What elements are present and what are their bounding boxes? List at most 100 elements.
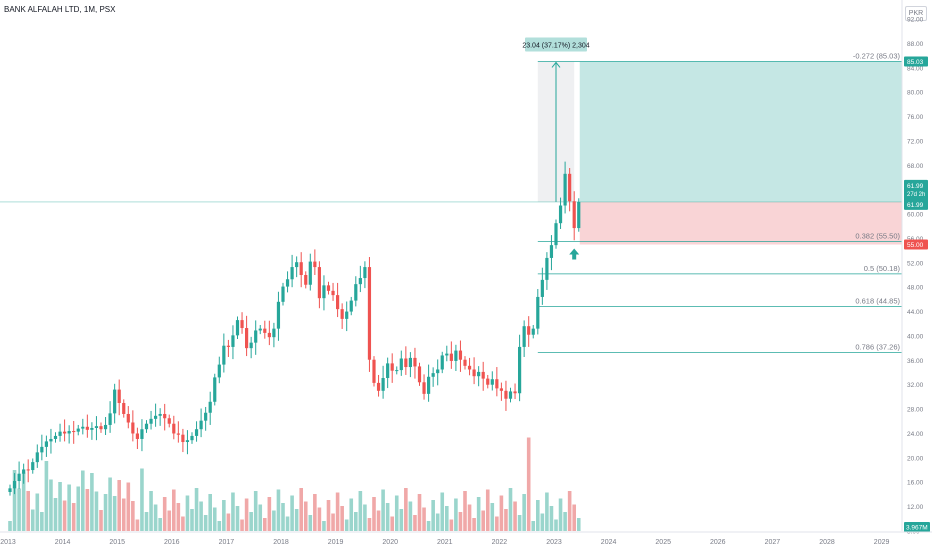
candle-body <box>317 267 321 299</box>
candle-body <box>176 433 180 435</box>
candle-body <box>31 462 35 471</box>
candle-body <box>285 279 290 287</box>
volume-bar <box>367 518 372 531</box>
time-tick-label: 2023 <box>546 539 562 546</box>
candle-body <box>122 403 126 414</box>
candle-body <box>522 326 526 347</box>
volume-bar <box>281 503 285 531</box>
price-tick-label: 36.00 <box>907 358 924 365</box>
candle-body <box>354 284 358 301</box>
candle-body <box>508 391 513 399</box>
volume-bar <box>249 512 253 531</box>
volume-bar <box>363 504 367 531</box>
candle-body <box>558 205 563 224</box>
volume-bar <box>121 498 126 531</box>
volume-bar <box>276 489 281 531</box>
candle-body <box>208 401 212 413</box>
candle-body <box>276 301 281 329</box>
candle-body <box>81 426 85 429</box>
volume-bar <box>349 498 354 531</box>
price-tick-label: 68.00 <box>907 163 924 170</box>
volume-bar <box>290 495 294 531</box>
candle-body <box>131 422 135 434</box>
volume-bar <box>12 470 17 531</box>
volume-bar <box>71 503 76 531</box>
candle-body <box>449 353 453 361</box>
candle-body <box>422 382 426 394</box>
candle-body <box>499 388 503 391</box>
price-axis-label: 85.03 <box>907 59 924 66</box>
candle-body <box>126 413 130 423</box>
volume-bar <box>263 518 267 531</box>
overlay <box>569 248 580 260</box>
price-axis-label-bg <box>904 179 928 210</box>
volume-bar <box>545 492 549 531</box>
volume-bar <box>226 513 231 531</box>
candle-body <box>154 415 158 419</box>
volume-bar <box>576 518 581 531</box>
volume-bar <box>158 518 162 531</box>
time-tick-label: 2015 <box>109 539 125 546</box>
volume-bar <box>144 512 149 531</box>
candle-body <box>427 376 431 394</box>
candle-body <box>53 435 58 439</box>
candle-body <box>190 435 194 441</box>
volume-axis-label-bg <box>904 522 930 532</box>
candle-body <box>149 418 153 424</box>
candle-body <box>408 357 412 368</box>
candle-body <box>240 320 244 329</box>
candle-body <box>390 363 394 371</box>
volume-bar <box>212 507 217 531</box>
candle-body <box>117 389 121 403</box>
volume-bar <box>385 503 390 531</box>
candle-body <box>144 423 149 430</box>
volume-bar <box>76 486 81 531</box>
volume-bar <box>331 513 335 531</box>
volume-bar <box>62 500 67 531</box>
candle-body <box>22 469 26 474</box>
candle-body <box>290 267 294 280</box>
candle-body <box>167 418 171 424</box>
price-countdown: 27d 2h <box>907 192 925 198</box>
candle-body <box>495 379 499 389</box>
candle-body <box>549 245 554 258</box>
volume-bar <box>185 495 190 531</box>
candle-body <box>67 431 71 434</box>
candle-body <box>467 365 472 370</box>
volume-bar <box>58 482 62 531</box>
candle-body <box>431 373 435 377</box>
volume-bar <box>394 495 399 531</box>
candle-body <box>417 366 422 383</box>
price-tick-label: 92.00 <box>907 17 924 24</box>
candle-body <box>322 285 326 299</box>
volume-bar <box>467 504 472 531</box>
volume-bar <box>340 506 344 531</box>
candle-body <box>331 290 335 296</box>
volume-axis-label: 3.967M <box>906 525 928 532</box>
volume-bar <box>426 521 431 531</box>
volume-bar <box>94 491 99 531</box>
time-tick-label: 2014 <box>55 539 71 546</box>
candle-body <box>108 413 112 425</box>
fib-label: 0.618 (44.85) <box>855 296 900 305</box>
volume-bar <box>449 519 454 531</box>
volume-bar <box>567 491 572 531</box>
volume-bar <box>558 498 563 531</box>
volume-bar <box>26 491 30 531</box>
volume-bar <box>135 519 140 531</box>
currency-button[interactable]: PKR <box>905 6 927 21</box>
measure-label: 23.04 (37.17%) 2,304 <box>522 42 589 49</box>
volume-bar <box>536 500 540 531</box>
candle-body <box>245 328 249 349</box>
volume-bar <box>149 491 153 531</box>
candle-body <box>249 342 253 349</box>
volume-bar <box>399 509 404 531</box>
time-tick-label: 2016 <box>164 539 180 546</box>
candle-body <box>17 473 21 482</box>
volume-bar <box>294 509 299 531</box>
volume-bar <box>417 494 422 531</box>
volume-bar <box>526 437 531 531</box>
candle-body <box>281 286 285 302</box>
volume-bar <box>285 516 290 531</box>
